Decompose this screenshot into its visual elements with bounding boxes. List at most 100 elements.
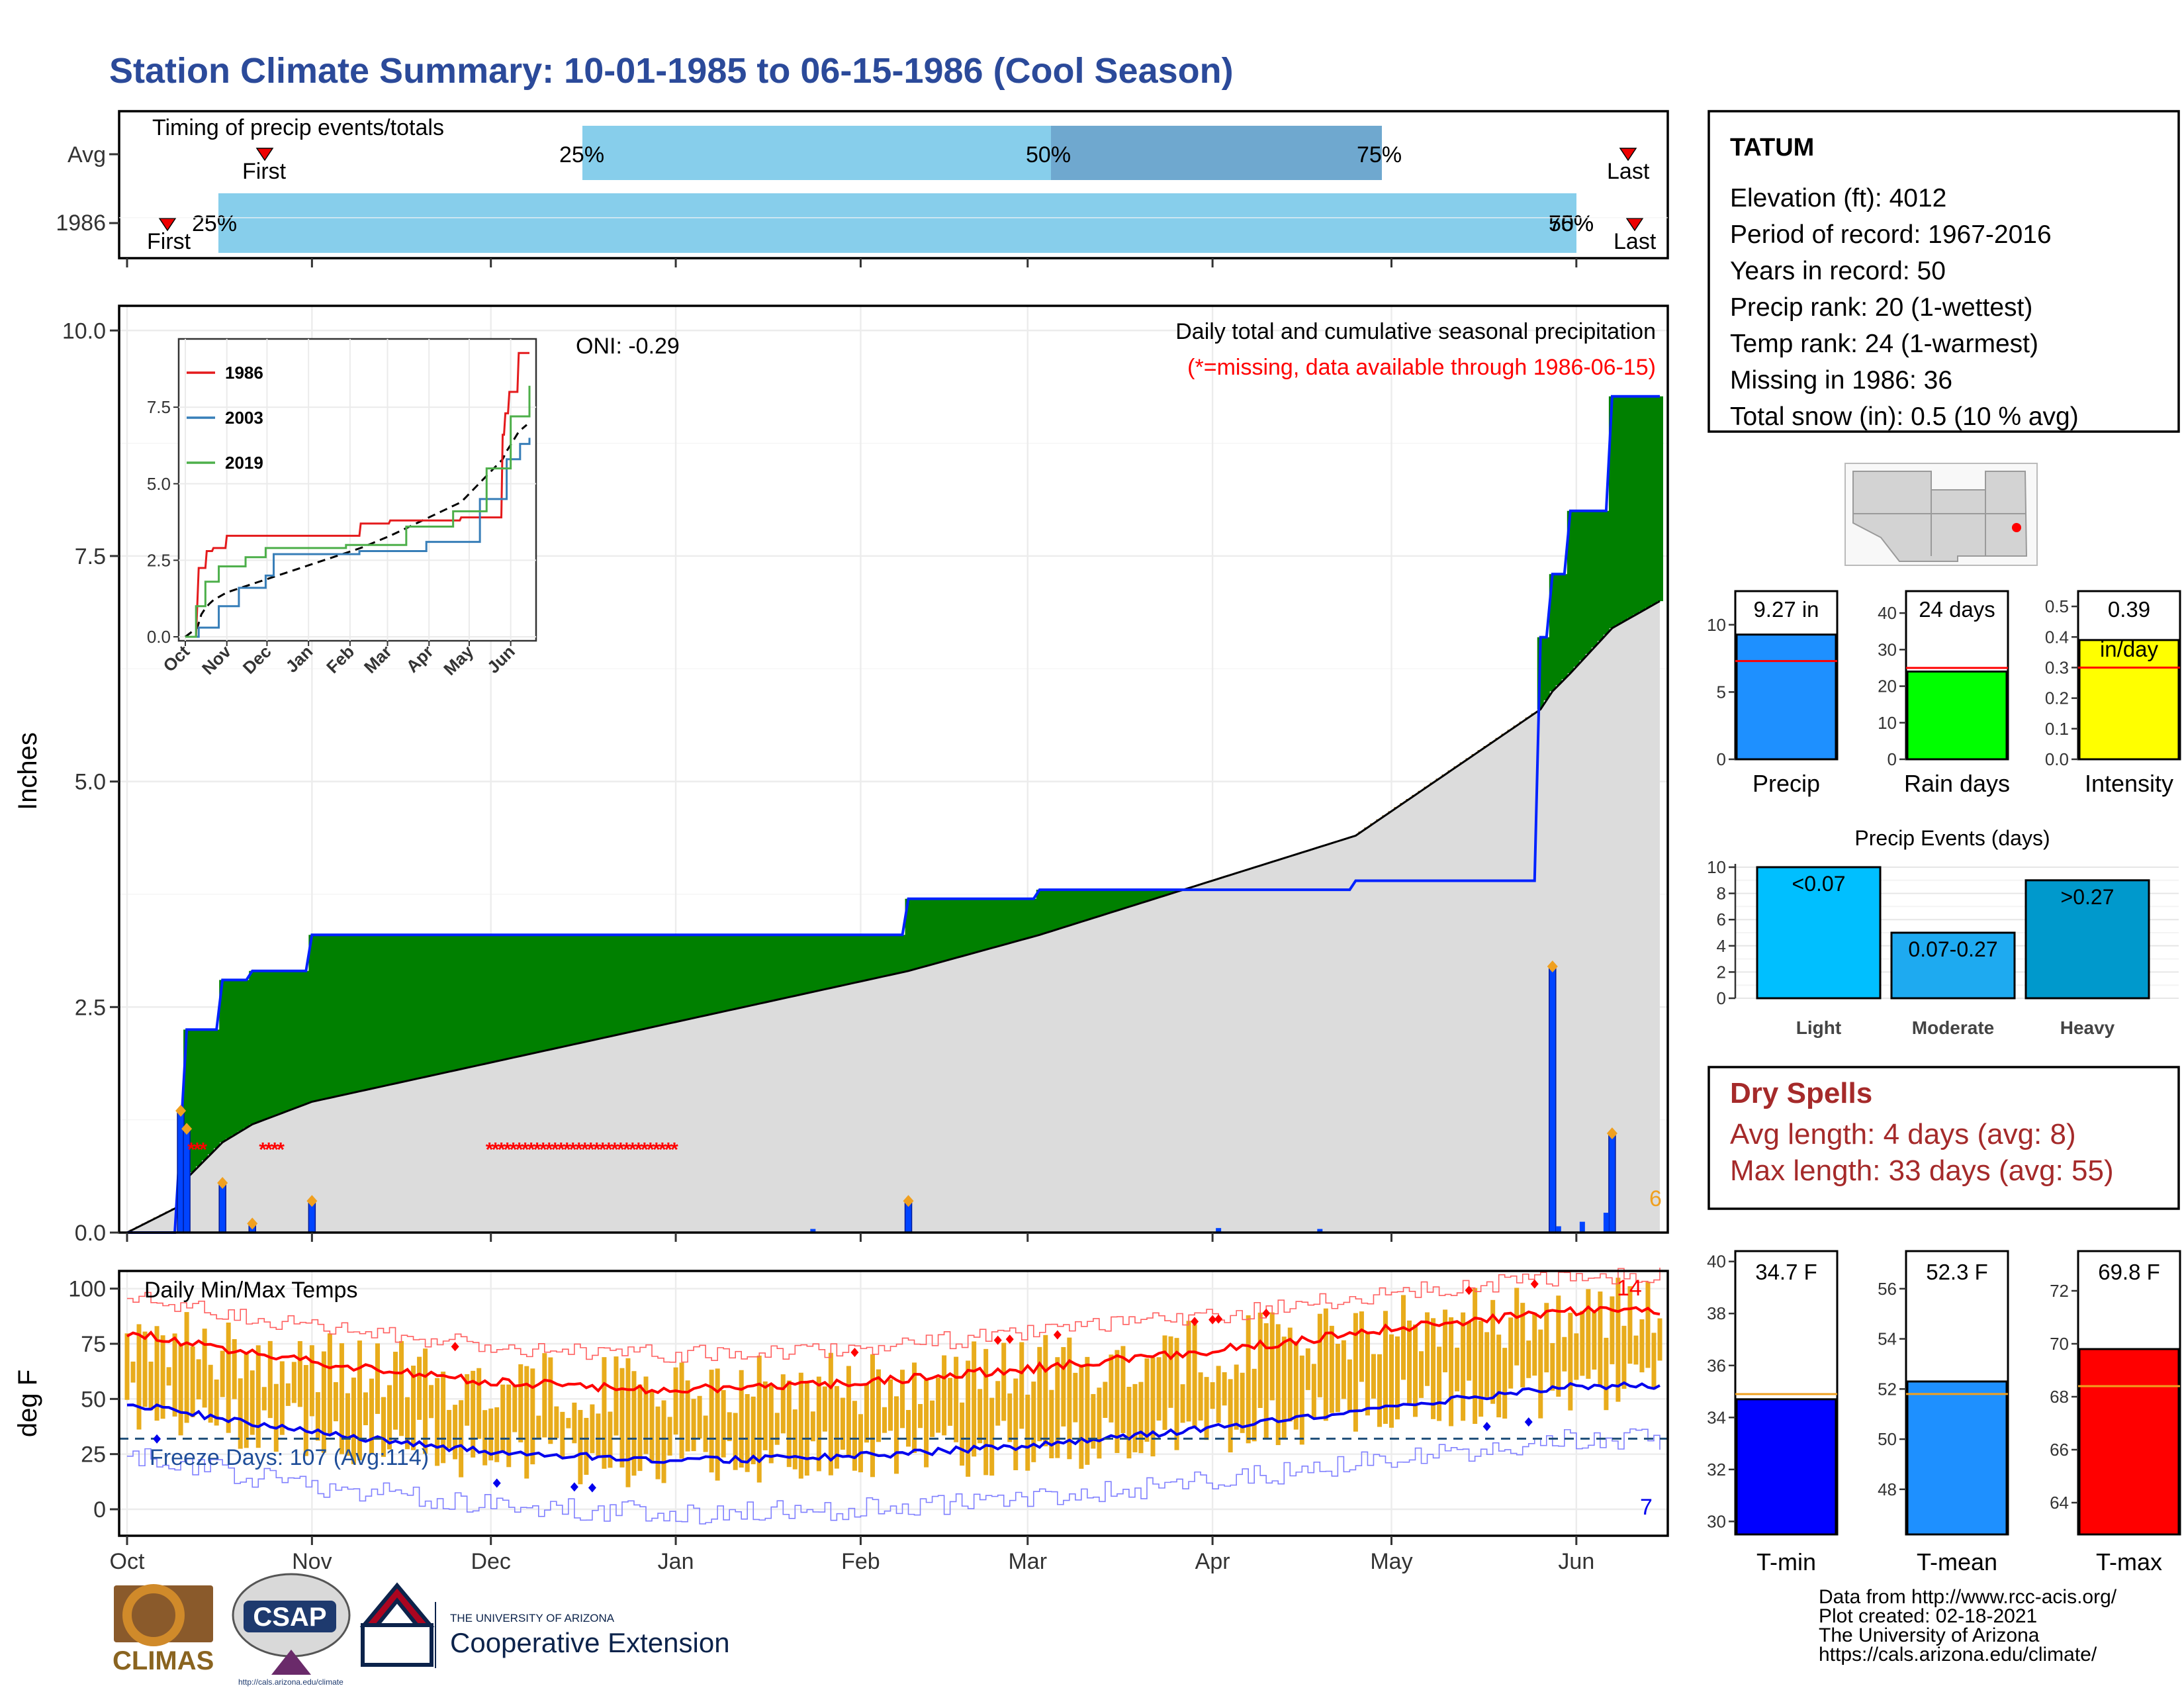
precip-ylabel: Inches	[13, 732, 42, 810]
daily-temp-bar	[1633, 1335, 1639, 1365]
station-line-years: Years in record: 50	[1730, 257, 1946, 285]
daily-temp-bar	[1001, 1342, 1007, 1421]
year-quartile-bar	[218, 193, 1576, 253]
daily-temp-bar	[1347, 1359, 1352, 1412]
daily-temp-bar	[864, 1383, 869, 1443]
missing-data-mark: *	[617, 1139, 625, 1161]
precip-ytick-label: 2.5	[75, 995, 106, 1020]
daily-temp-bar	[381, 1397, 387, 1457]
inset-legend-label: 1986	[225, 363, 263, 383]
daily-temp-bar	[924, 1380, 929, 1468]
daily-temp-bar	[1449, 1317, 1454, 1427]
daily-temp-bar	[1204, 1377, 1209, 1440]
precip-subtitle: Daily total and cumulative seasonal prec…	[1175, 319, 1656, 344]
summary-bar-value: 9.27 in	[1753, 597, 1819, 622]
missing-data-mark: *	[516, 1139, 523, 1161]
daily-temp-bar	[1055, 1357, 1060, 1458]
missing-data-mark: *	[575, 1139, 583, 1161]
daily-temp-bar	[333, 1382, 338, 1422]
locator-map	[1844, 463, 2038, 566]
daily-temp-bar	[894, 1396, 899, 1474]
station-line-elevation: Elevation (ft): 4012	[1730, 184, 1946, 212]
daily-temp-bar	[196, 1359, 201, 1399]
daily-temp-bar	[1532, 1313, 1537, 1376]
temp-bar-fill	[2078, 1348, 2180, 1536]
precip-count-label: 6	[1649, 1186, 1662, 1211]
record-high-marker	[1262, 1308, 1271, 1318]
daily-temp-bar	[1222, 1372, 1227, 1406]
hot-record-count: 14	[1617, 1276, 1642, 1301]
inset-ytick-label: 5.0	[147, 474, 171, 494]
summary-bar-fill	[2078, 639, 2180, 761]
daily-temp-bar	[876, 1369, 881, 1442]
daily-temp-bar	[1132, 1383, 1138, 1452]
daily-temp-bar	[643, 1376, 649, 1454]
daily-temp-bar	[506, 1384, 512, 1468]
events-bar	[2025, 879, 2150, 1000]
daily-temp-bar	[596, 1413, 601, 1458]
daily-temp-bar	[1103, 1382, 1108, 1418]
daily-temp-bar	[1150, 1357, 1156, 1457]
temp-bar-tick-label: 66	[2050, 1440, 2069, 1460]
daily-temp-bar	[1425, 1312, 1430, 1386]
daily-temp-bar	[858, 1414, 863, 1473]
daily-temp-bar	[1061, 1346, 1066, 1427]
daily-temp-bar	[1461, 1312, 1466, 1421]
daily-temp-bar	[1329, 1325, 1334, 1413]
daily-temp-bar	[1251, 1368, 1257, 1442]
daily-temp-bar	[1263, 1323, 1269, 1439]
daily-temp-bar	[441, 1372, 446, 1464]
daily-temp-bar	[1359, 1311, 1364, 1382]
daily-temp-bar	[411, 1366, 416, 1450]
daily-temp-bar	[631, 1371, 637, 1476]
temp-bar-tick-label: 54	[1878, 1329, 1897, 1349]
missing-data-mark: *	[504, 1139, 512, 1161]
summary-bar-tick-label: 40	[1878, 603, 1897, 623]
summary-bar-tick-label: 0.2	[2045, 688, 2069, 708]
events-ytick-label: 6	[1717, 910, 1726, 929]
daily-temp-bar	[691, 1399, 696, 1452]
daily-temp-bar	[697, 1395, 702, 1439]
daily-temp-bar	[1574, 1333, 1579, 1380]
summary-bar-fill	[1735, 633, 1837, 761]
footer-line-source: Data from http://www.rcc-acis.org/	[1819, 1586, 2117, 1608]
summary-bar-value: 0.39	[2108, 597, 2150, 622]
daily-temp-bar	[1043, 1335, 1048, 1446]
daily-max-marker	[181, 1123, 193, 1135]
daily-temp-bar	[1508, 1317, 1514, 1389]
daily-temp-bar	[297, 1340, 302, 1407]
daily-temp-bar	[530, 1368, 535, 1465]
daily-temp-bar	[1240, 1372, 1245, 1433]
daily-temp-bar	[393, 1352, 398, 1430]
daily-temp-bar	[494, 1407, 500, 1462]
temp-bar-label: T-min	[1756, 1548, 1816, 1575]
daily-temp-bar	[1198, 1372, 1203, 1421]
missing-data-mark: *	[623, 1139, 631, 1161]
timing-caption: Timing of precip events/totals	[152, 115, 444, 140]
daily-temp-bar	[834, 1385, 839, 1469]
daily-temp-bar	[1496, 1335, 1502, 1418]
daily-temp-bar	[214, 1380, 219, 1426]
daily-temp-bar	[1085, 1356, 1090, 1465]
temp-ytick-label: 25	[81, 1442, 106, 1468]
daily-temp-bar	[1657, 1318, 1662, 1361]
daily-temp-bar	[966, 1360, 971, 1477]
daily-temp-bar	[715, 1368, 720, 1481]
events-ytick-label: 0	[1717, 988, 1726, 1008]
daily-temp-bar	[1592, 1312, 1597, 1370]
daily-temp-bar	[1479, 1321, 1484, 1417]
cumulative-1986-line	[127, 395, 1660, 1234]
daily-temp-bar	[1019, 1342, 1024, 1429]
daily-temp-bar	[291, 1362, 296, 1403]
record-low-marker	[570, 1482, 578, 1492]
daily-temp-bar	[500, 1384, 506, 1452]
daily-temp-bar	[1293, 1341, 1298, 1430]
events-ytick-label: 2	[1717, 962, 1726, 982]
summary-bar-unit: in/day	[2100, 637, 2159, 661]
daily-temp-bar	[810, 1411, 815, 1442]
daily-temp-bar	[900, 1370, 905, 1429]
inset-line-1986	[185, 352, 529, 638]
summary-bar-tick-label: 20	[1878, 677, 1897, 696]
temperature-bars: 34.7 F 30 32 34 36 38 40 T-min 52.3 F 48 50 52 54 56 T…	[1707, 1250, 2181, 1575]
daily-temp-bar	[1144, 1358, 1150, 1442]
